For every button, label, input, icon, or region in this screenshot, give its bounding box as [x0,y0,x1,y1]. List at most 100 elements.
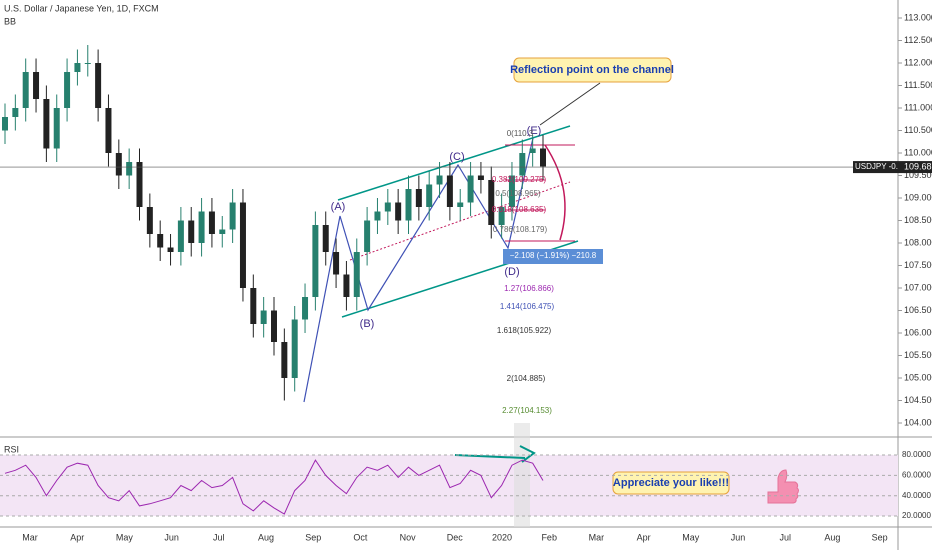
candle-body [167,247,174,252]
candle-body [529,148,536,153]
x-tick-label: Apr [637,532,651,542]
candle-body [395,202,402,221]
annotation: 2.27(104.153) [502,406,552,415]
x-tick-label: Nov [400,532,417,542]
x-tick-label: Oct [353,532,368,542]
candle-body [115,153,122,176]
candle-body [436,175,443,185]
annotation: 0.5(108.965) [495,189,541,198]
y-tick-label: 106.500 [904,305,932,315]
candle-body [136,162,143,207]
annotation: 0.786(108.179) [493,225,548,234]
price-tag-value: 109.687 [904,161,932,171]
projection-arrow [544,144,566,241]
channel-upper [337,125,571,201]
candle-body [477,175,484,180]
callout-box [612,471,730,495]
annotation: 0(110.3 [507,129,534,138]
y-tick-label: 109.000 [904,192,932,202]
candle-body [508,175,515,207]
x-tick-label: Apr [70,532,84,542]
rsi-line [4,459,544,515]
y-tick-label: 40.0000 [902,491,931,500]
candle-body [353,252,360,297]
y-tick-label: 111.000 [904,102,932,112]
candle-body [374,211,381,221]
y-tick-label: 108.000 [904,237,932,247]
candle-body [84,63,91,64]
price-tag-label: USDJPY -0.71% [855,162,914,171]
candle-body [208,211,215,234]
y-tick-label: 105.000 [904,372,932,382]
candle-body [322,225,329,252]
y-tick-label: 113.000 [904,12,932,22]
y-tick-label: 80.0000 [902,450,931,459]
candle-body [457,202,464,207]
candle-body [446,175,453,207]
candle-body [105,108,112,153]
x-tick-label: 2020 [492,532,512,542]
annotation: −2.108 (−1.91%) −210.8 [510,251,597,260]
annotation: 1.618(105.922) [497,326,552,335]
annotation: 2(104.885) [507,374,546,383]
y-tick-label: 112.500 [904,35,932,45]
candle-body [312,225,319,297]
candle-body [126,162,133,176]
candle-body [74,63,81,72]
candle-body [364,220,371,252]
candle-body [281,342,288,378]
callout-pointer [539,82,601,126]
y-tick-label: 105.500 [904,350,932,360]
candle-body [343,274,350,297]
annotation: (E) [527,125,542,137]
candle-body [239,202,246,288]
x-tick-label: Sep [872,532,888,542]
candle-body [426,184,433,207]
annotation: (D) [504,266,519,278]
candle-body [157,234,164,248]
candle-body [250,288,257,324]
x-tick-label: Jul [213,532,225,542]
candle-body [229,202,236,230]
candle-body [519,153,526,176]
candle-body [333,252,340,275]
candle-body [146,207,153,234]
candle-body [95,63,102,108]
x-tick-label: May [116,532,134,542]
y-tick-label: 104.500 [904,395,932,405]
candle-body [53,108,60,149]
y-tick-label: 107.000 [904,282,932,292]
annotation: 1.27(106.866) [504,284,554,293]
y-tick-label: 60.0000 [902,470,931,479]
x-tick-label: Sep [305,532,321,542]
y-tick-label: 108.500 [904,215,932,225]
y-tick-label: 109.500 [904,170,932,180]
candle-body [467,175,474,203]
price-tag [898,161,932,174]
y-tick-label: 111.500 [904,80,932,90]
indicator-title: RSI [4,444,19,454]
candle-body [540,148,546,167]
price-tag [853,161,898,174]
annotation: (C) [449,151,464,163]
x-tick-label: May [682,532,700,542]
candle-body [64,72,71,108]
candle-body [415,189,422,207]
x-tick-label: Aug [824,532,840,542]
candle-body [271,310,277,342]
annotation: (A) [331,201,346,213]
candle-body [198,211,205,243]
y-tick-label: 107.500 [904,260,932,270]
divergence-arrow [519,445,536,463]
candle-body [302,297,309,320]
y-tick-label: 106.000 [904,327,932,337]
candle-body [12,108,19,117]
x-tick-label: Aug [258,532,274,542]
candle-body [488,180,495,225]
callout-box [513,57,672,83]
candle-body [177,220,184,252]
annotation: 0.382(109.275) [492,175,547,184]
candle-body [33,72,40,99]
wave-lines [303,137,534,403]
